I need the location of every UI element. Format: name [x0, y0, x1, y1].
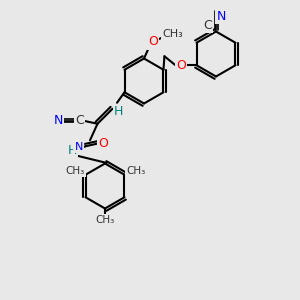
Text: CH₃: CH₃: [95, 215, 115, 225]
Text: N: N: [217, 10, 226, 23]
Text: H: H: [114, 105, 123, 118]
Text: CH₃: CH₃: [162, 29, 183, 40]
Text: O: O: [148, 35, 158, 49]
Text: N: N: [74, 142, 83, 152]
Text: N: N: [54, 114, 63, 127]
Text: O: O: [99, 137, 109, 150]
Text: O: O: [176, 59, 186, 72]
Text: C: C: [75, 114, 84, 127]
Text: CH₃: CH₃: [65, 166, 85, 176]
Text: CH₃: CH₃: [126, 166, 146, 176]
Text: C: C: [203, 19, 212, 32]
Text: H: H: [67, 144, 77, 157]
